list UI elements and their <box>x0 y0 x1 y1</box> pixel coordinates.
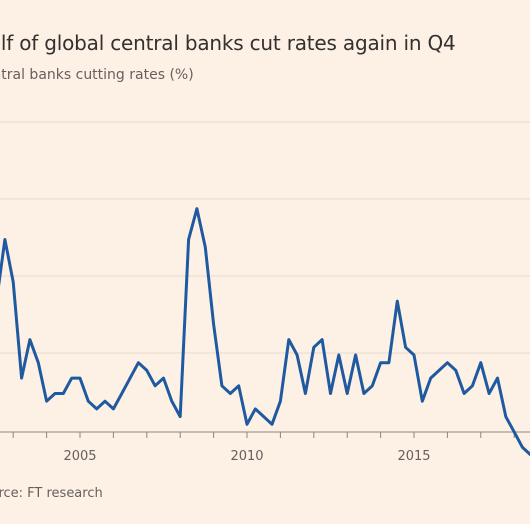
x-tick-label: 2005 <box>63 449 96 464</box>
series-line <box>0 207 530 457</box>
gridlines <box>0 121 530 354</box>
x-tick-label: 2015 <box>397 449 430 464</box>
chart-title: Half of global central banks cut rates a… <box>0 31 456 55</box>
series-layer <box>0 207 530 457</box>
x-tick-label: 2010 <box>230 449 263 464</box>
source-note: Source: FT research <box>0 486 103 501</box>
x-axis: 2005 2010 2015 <box>0 431 530 464</box>
chart-subtitle: Central banks cutting rates (%) <box>0 67 194 83</box>
